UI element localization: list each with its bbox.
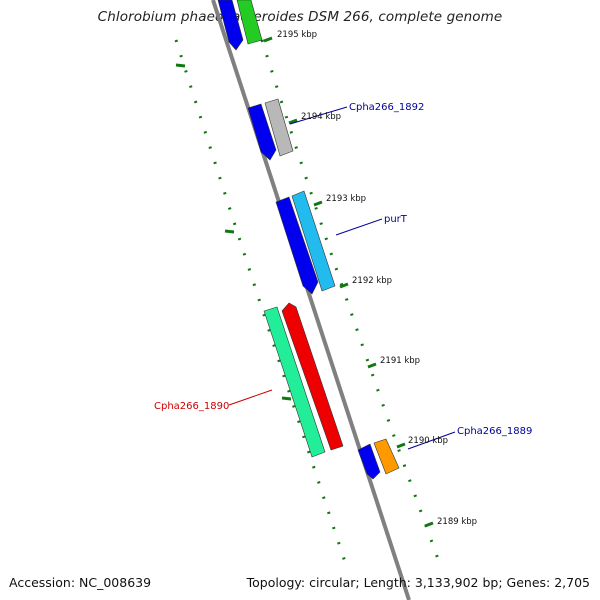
kbp-label-2190: 2190 kbp [408, 436, 448, 446]
inner-major-ticks [175, 63, 292, 401]
feature-green-top[interactable] [236, 0, 263, 45]
map-title: Chlorobium phaeobacteroides DSM 266, com… [97, 9, 503, 25]
kbp-label-2195: 2195 kbp [277, 30, 317, 40]
feature-red-1890[interactable] [281, 302, 344, 451]
kbp-label-2189: 2189 kbp [437, 517, 477, 527]
genome-backbone [211, 0, 411, 600]
gene-label-cpha266-1892[interactable]: Cpha266_1892 [349, 102, 424, 113]
kbp-label-2193: 2193 kbp [326, 194, 366, 204]
gene-label-cpha266-1890[interactable]: Cpha266_1890 [154, 401, 229, 412]
feature-cyan-purT[interactable] [291, 190, 336, 292]
kbp-label-2194: 2194 kbp [301, 112, 341, 122]
feature-orange-1889[interactable] [373, 438, 400, 475]
gene-label-purT[interactable]: purT [384, 214, 408, 225]
gene-label-cpha266-1889[interactable]: Cpha266_1889 [457, 426, 532, 437]
feature-blue-1893[interactable] [247, 103, 277, 161]
features [217, 0, 400, 480]
feature-blue-193[interactable] [275, 196, 319, 295]
kbp-labels: 2195 kbp 2194 kbp 2193 kbp 2192 kbp 2191… [277, 30, 477, 527]
feature-mint-1890[interactable] [263, 306, 326, 458]
feature-blue-1889[interactable] [357, 443, 381, 480]
accession-text: Accession: NC_008639 [9, 575, 152, 590]
feature-grey-1892[interactable] [264, 98, 294, 157]
topology-text: Topology: circular; Length: 3,133,902 bp… [246, 575, 590, 590]
outer-major-ticks [263, 36, 434, 528]
kbp-label-2191: 2191 kbp [380, 356, 420, 366]
kbp-label-2192: 2192 kbp [352, 276, 392, 286]
feature-blue-top[interactable] [217, 0, 244, 51]
label-leaders [228, 106, 456, 450]
gene-labels: Cpha266_1892 purT Cpha266_1890 Cpha266_1… [154, 102, 532, 437]
